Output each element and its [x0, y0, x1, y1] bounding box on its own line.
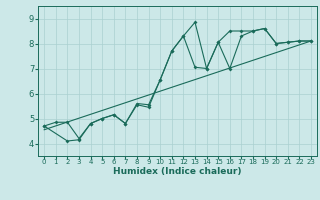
- X-axis label: Humidex (Indice chaleur): Humidex (Indice chaleur): [113, 167, 242, 176]
